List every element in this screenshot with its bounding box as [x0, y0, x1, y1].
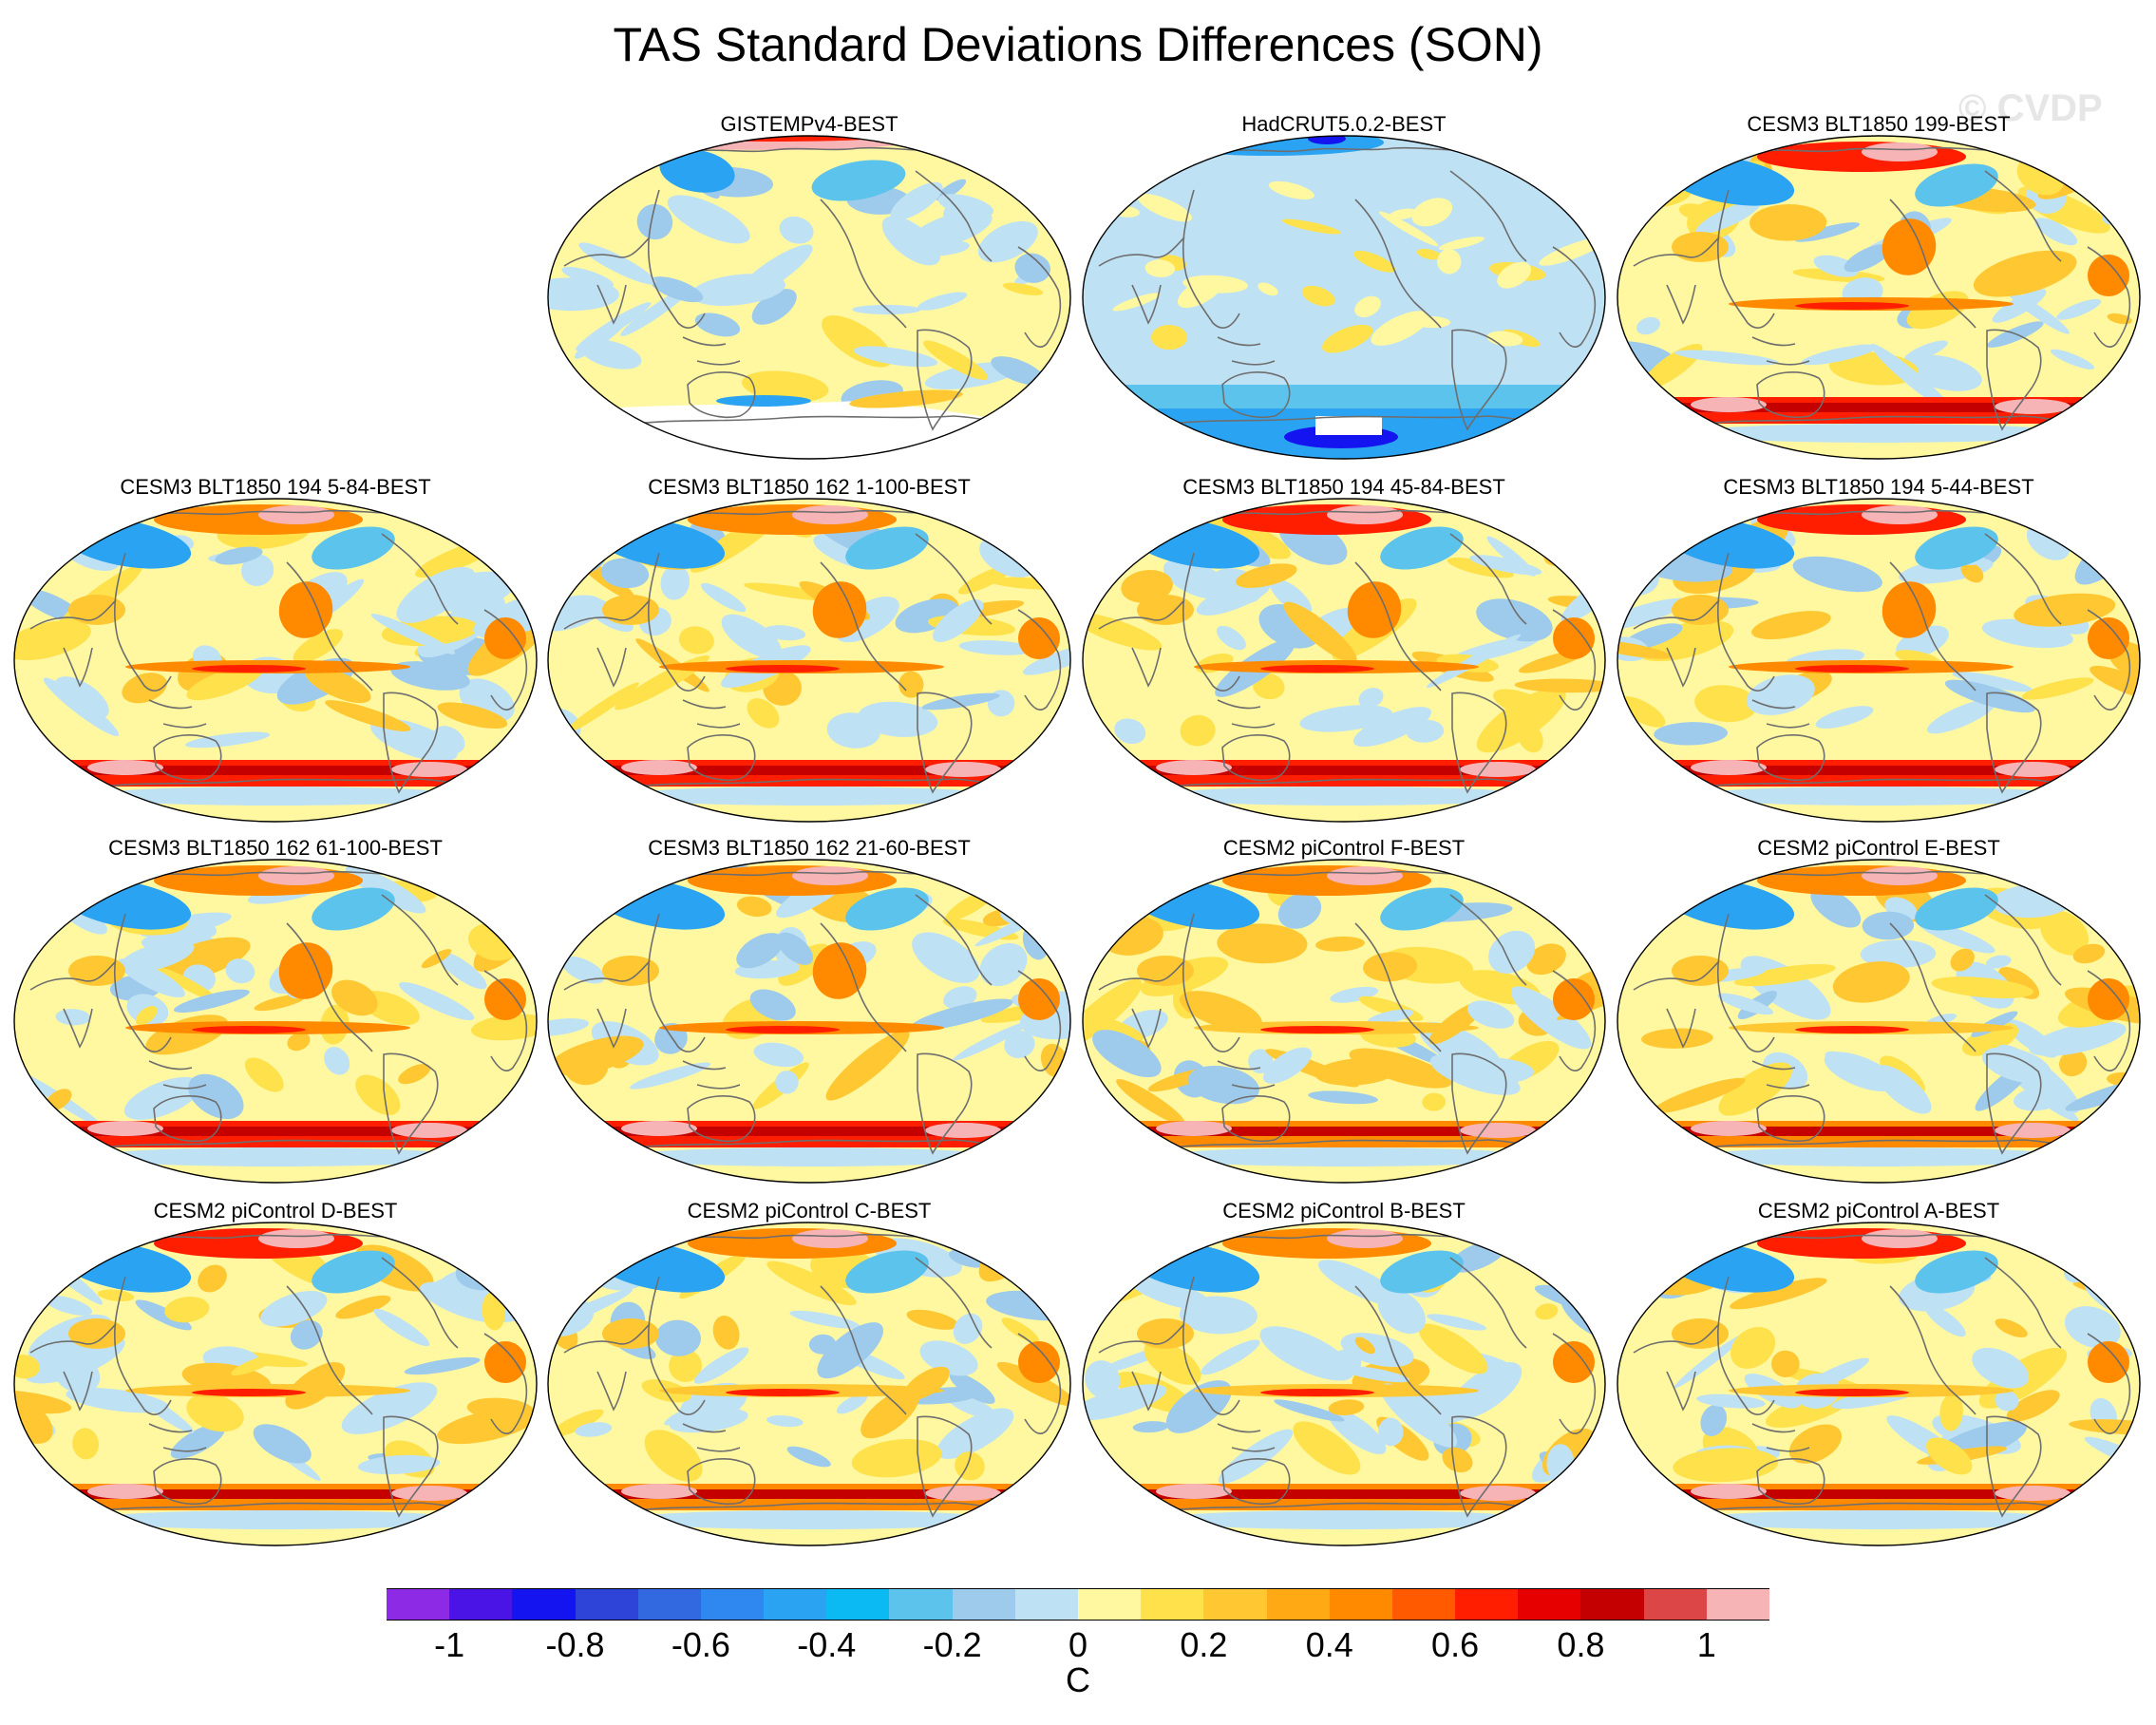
panel-title: HadCRUT5.0.2-BEST [1241, 112, 1447, 136]
map-panel: CESM3 BLT1850 162 1-100-BEST [545, 475, 1073, 825]
world-map [547, 859, 1071, 1184]
world-map [13, 498, 538, 823]
panel-title: CESM2 piControl F-BEST [1222, 836, 1466, 860]
colorbar-bin [1078, 1588, 1142, 1621]
colorbar-bin [1455, 1588, 1519, 1621]
panel-title: CESM3 BLT1850 162 21-60-BEST [648, 836, 971, 860]
panel-title: CESM3 BLT1850 194 5-84-BEST [120, 475, 431, 499]
map-panel: CESM3 BLT1850 162 21-60-BEST [545, 836, 1073, 1185]
colorbar-tick-label: -0.6 [671, 1625, 730, 1664]
colorbar-bin [1580, 1588, 1645, 1621]
panel-title: CESM3 BLT1850 194 45-84-BEST [1182, 475, 1505, 499]
world-map [1082, 135, 1606, 460]
panel-title: CESM2 piControl B-BEST [1222, 1199, 1466, 1223]
map-panel: HadCRUT5.0.2-BEST [1080, 112, 1608, 462]
colorbar-tick-label: 0.4 [1305, 1625, 1353, 1664]
colorbar-bin [1014, 1588, 1079, 1621]
colorbar-tick-label: -0.8 [545, 1625, 605, 1664]
map-panel: CESM3 BLT1850 162 61-100-BEST [11, 836, 539, 1185]
colorbar-tick-label: 0.2 [1180, 1625, 1228, 1664]
colorbar-bin [1643, 1588, 1708, 1621]
panel-title: CESM3 BLT1850 194 5-44-BEST [1723, 475, 2034, 499]
colorbar-bin [826, 1588, 890, 1621]
colorbar-tick-label: 1 [1696, 1625, 1716, 1664]
panel-title: CESM2 piControl E-BEST [1757, 836, 2000, 860]
panel-title: CESM3 BLT1850 162 61-100-BEST [108, 836, 443, 860]
colorbar-bin [575, 1588, 639, 1621]
world-map [13, 1222, 538, 1546]
colorbar-bin [1266, 1588, 1331, 1621]
colorbar-bin [1141, 1588, 1204, 1621]
cvdp-watermark: © CVDP [1958, 87, 2103, 129]
colorbar-tick-label: -1 [434, 1625, 465, 1664]
map-panel: CESM2 piControl D-BEST [11, 1199, 539, 1548]
panel-title: CESM3 BLT1850 162 1-100-BEST [648, 475, 971, 499]
colorbar-bin [1518, 1588, 1581, 1621]
colorbar-bin [1329, 1588, 1393, 1621]
colorbar-tick-label: 0.6 [1431, 1625, 1480, 1664]
world-map [13, 859, 538, 1184]
panel-title: GISTEMPv4-BEST [720, 112, 898, 136]
colorbar-bin [1391, 1588, 1456, 1621]
colorbar-bin [387, 1588, 450, 1621]
panel-title: CESM2 piControl A-BEST [1757, 1199, 2000, 1223]
colorbar-bin [449, 1588, 513, 1621]
world-map [547, 135, 1071, 460]
colorbar-bin [952, 1588, 1016, 1621]
map-panel: CESM3 BLT1850 194 45-84-BEST [1080, 475, 1608, 825]
map-panel: CESM2 piControl A-BEST [1615, 1199, 2143, 1548]
world-map [547, 498, 1071, 823]
colorbar-bin [700, 1588, 765, 1621]
map-panel: CESM2 piControl E-BEST [1615, 836, 2143, 1185]
world-map [1617, 498, 2141, 823]
world-map [1082, 1222, 1606, 1546]
map-panel: CESM3 BLT1850 199-BEST [1615, 112, 2143, 462]
map-panel: CESM2 piControl C-BEST [545, 1199, 1073, 1548]
colorbar-tick-label: 0 [1068, 1625, 1088, 1664]
world-map [547, 1222, 1071, 1546]
colorbar-bin [637, 1588, 702, 1621]
panel-title: CESM2 piControl D-BEST [153, 1199, 398, 1223]
map-panel: GISTEMPv4-BEST [545, 112, 1073, 462]
panel-title: CESM2 piControl C-BEST [687, 1199, 932, 1223]
map-panel: CESM3 BLT1850 194 5-44-BEST [1615, 475, 2143, 825]
colorbar-unit-label: C [1066, 1660, 1090, 1699]
world-map [1082, 859, 1606, 1184]
colorbar [387, 1588, 1770, 1622]
colorbar-tick-label: -0.4 [797, 1625, 857, 1664]
colorbar-bin [1203, 1588, 1268, 1621]
world-map [1617, 1222, 2141, 1546]
panel-title: CESM3 BLT1850 199-BEST [1747, 112, 2011, 136]
page-title: TAS Standard Deviations Differences (SON… [613, 18, 1543, 71]
colorbar-bin [764, 1588, 827, 1621]
colorbar-bin [1706, 1588, 1770, 1621]
world-map [1617, 135, 2141, 460]
colorbar-tick-label: 0.8 [1557, 1625, 1605, 1664]
map-panel: CESM2 piControl B-BEST [1080, 1199, 1608, 1548]
world-map [1617, 859, 2141, 1184]
colorbar-tick-label: -0.2 [922, 1625, 982, 1664]
colorbar-bin [889, 1588, 954, 1621]
map-panel: CESM3 BLT1850 194 5-84-BEST [11, 475, 539, 825]
colorbar-bin [512, 1588, 577, 1621]
map-panel: CESM2 piControl F-BEST [1080, 836, 1608, 1185]
world-map [1082, 498, 1606, 823]
